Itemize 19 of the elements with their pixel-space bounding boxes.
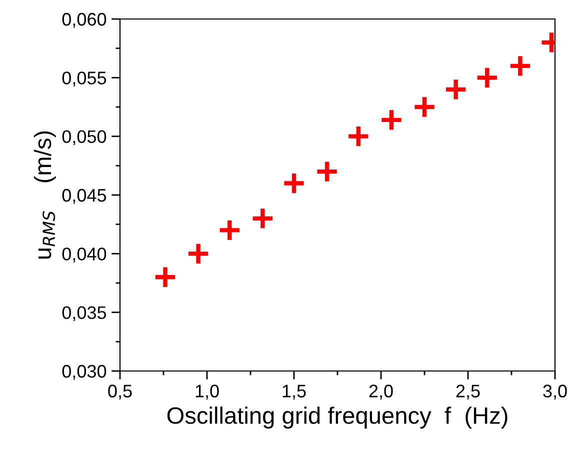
y-tick-label: 0,035 [62, 306, 106, 322]
y-tick-label: 0,055 [62, 72, 106, 87]
point [380, 108, 404, 132]
x-tick-label: 0,5 [108, 384, 132, 400]
point [508, 54, 532, 78]
x-tick-label: 1,0 [196, 384, 219, 400]
y-tick-label: 0,045 [62, 188, 106, 204]
point [412, 95, 436, 119]
x-tick-label: 1,5 [282, 384, 306, 400]
y-tick-label: 0,050 [62, 130, 106, 146]
y-tick-label: 0,030 [62, 364, 106, 380]
x-tick-label: 2,5 [456, 384, 480, 400]
y-tick-label: 0,040 [62, 248, 106, 263]
x-tick-label: 3,0 [543, 384, 567, 400]
x-axis-title: Oscillating grid frequency f (Hz) [167, 406, 508, 429]
y-tick-label: 0,060 [62, 12, 106, 28]
text: u$_{RMS}$ (m/s) [34, 131, 56, 259]
point [315, 160, 339, 184]
x-tick-label: 2,0 [369, 384, 393, 400]
